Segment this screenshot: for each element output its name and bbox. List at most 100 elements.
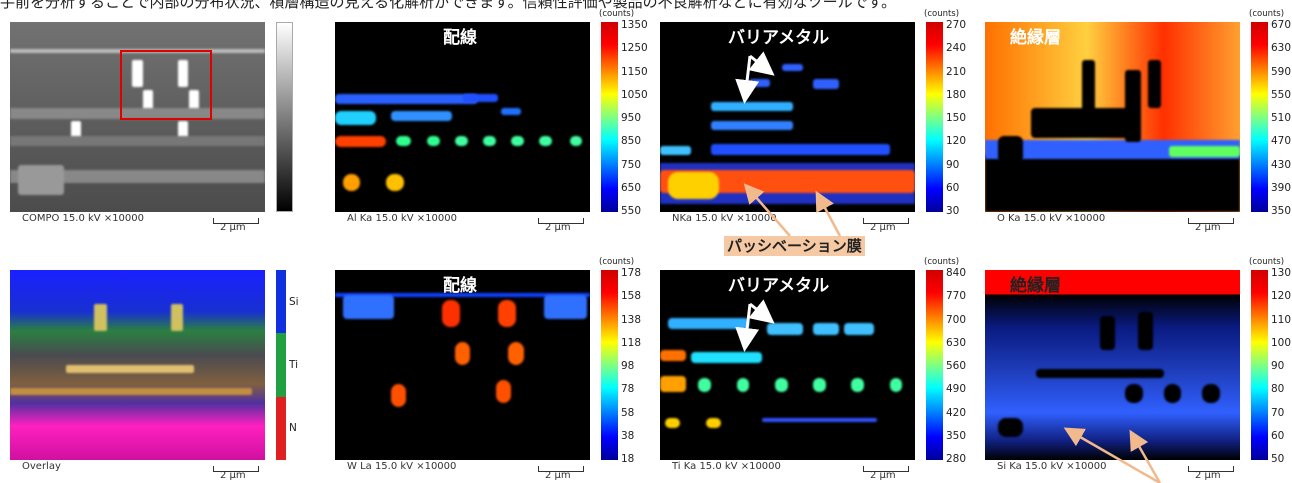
feature	[1138, 312, 1153, 350]
colorbar-tick-label: 750	[621, 159, 641, 171]
colorbar-tick-label: 58	[621, 407, 634, 419]
feature	[386, 174, 404, 191]
colorbar-tick-label: 950	[621, 112, 641, 124]
feature	[998, 136, 1024, 163]
feature	[18, 165, 64, 195]
caption: Overlay	[22, 461, 61, 472]
feature	[660, 376, 686, 391]
colorbar-tick-label: 178	[621, 267, 641, 279]
colorbar-tick-label: 180	[946, 89, 966, 101]
scale-bar-label: 2 µm	[1195, 222, 1221, 233]
micrograph	[335, 270, 590, 460]
feature	[335, 136, 386, 147]
colorbar-tick-label: 100	[1271, 337, 1291, 349]
feature	[511, 136, 524, 146]
feature	[501, 108, 521, 116]
feature	[762, 418, 877, 422]
feature	[1082, 60, 1095, 117]
panel-label: バリアメタル	[728, 271, 829, 296]
scale-bar-label: 2 µm	[870, 470, 896, 481]
caption: COMPO 15.0 kV ×10000	[22, 213, 144, 224]
feature	[427, 136, 440, 146]
feature	[851, 378, 864, 391]
feature	[698, 378, 711, 391]
panel-label: 絶縁層	[1010, 271, 1061, 296]
colorbar	[601, 270, 618, 460]
colorbar-tick-label: 470	[1271, 135, 1291, 147]
colorbar-unit: (counts)	[924, 9, 959, 19]
colorbar-tick-label: 60	[1271, 430, 1284, 442]
colorbar-tick-label: 700	[946, 314, 966, 326]
colorbar-unit: (counts)	[599, 9, 634, 19]
colorbar-tick-label: 670	[1271, 19, 1291, 31]
colorbar-tick-label: 18	[621, 453, 634, 465]
scale-bar-label: 2 µm	[870, 222, 896, 233]
feature	[455, 136, 468, 146]
colorbar	[926, 22, 943, 212]
feature	[749, 79, 769, 87]
colorbar	[601, 22, 618, 212]
feature	[544, 295, 587, 320]
feature	[66, 365, 194, 373]
colorbar-unit: (counts)	[1249, 9, 1284, 19]
feature	[1169, 146, 1240, 157]
colorbar-tick-label: 430	[1271, 159, 1291, 171]
feature	[496, 380, 511, 403]
feature	[10, 388, 252, 396]
page: {"header":{"text":"手前を分析することで内部の分布状況、積層構…	[0, 0, 1292, 483]
colorbar-tick-label: 510	[1271, 112, 1291, 124]
colorbar-tick-label: 770	[946, 290, 966, 302]
feature	[1164, 384, 1182, 403]
legend-label: Ti	[289, 359, 298, 371]
feature	[711, 144, 890, 155]
feature	[498, 300, 516, 327]
colorbar-tick-label: 120	[946, 135, 966, 147]
feature	[335, 94, 478, 104]
scale-bar-label: 2 µm	[220, 222, 246, 233]
colorbar-tick-label: 1050	[621, 89, 648, 101]
colorbar-tick-label: 1250	[621, 42, 648, 54]
caption: Ti Ka 15.0 kV ×10000	[672, 461, 781, 472]
micrograph	[10, 270, 265, 460]
legend-swatch	[276, 270, 286, 333]
colorbar-tick-label: 350	[946, 430, 966, 442]
micrograph	[985, 270, 1240, 460]
colorbar	[926, 270, 943, 460]
colorbar-tick-label: 490	[946, 383, 966, 395]
colorbar	[1251, 22, 1268, 212]
colorbar-tick-label: 840	[946, 267, 966, 279]
colorbar-tick-label: 270	[946, 19, 966, 31]
colorbar-tick-label: 130	[1271, 267, 1291, 279]
feature	[660, 146, 691, 156]
colorbar-tick-label: 1350	[621, 19, 648, 31]
feature	[706, 418, 721, 428]
feature	[737, 378, 750, 391]
colorbar-tick-label: 630	[1271, 42, 1291, 54]
legend-label: Si	[289, 296, 299, 308]
colorbar-tick-label: 280	[946, 453, 966, 465]
caption: Si Ka 15.0 kV ×10000	[997, 461, 1106, 472]
panel-label: 配線	[443, 271, 477, 296]
feature	[1202, 384, 1220, 403]
legend-label: N	[289, 422, 297, 434]
colorbar-tick-label: 390	[1271, 182, 1291, 194]
feature	[396, 136, 411, 146]
feature	[890, 378, 903, 391]
legend-swatch	[276, 397, 286, 460]
colorbar-tick-label: 1150	[621, 66, 648, 78]
colorbar-tick-label: 60	[946, 182, 959, 194]
colorbar-tick-label: 80	[1271, 383, 1284, 395]
micrograph	[660, 22, 915, 212]
scale-bar-label: 2 µm	[545, 222, 571, 233]
feature	[335, 111, 376, 124]
feature	[570, 136, 583, 146]
feature	[455, 342, 470, 365]
feature	[813, 323, 839, 334]
colorbar-tick-label: 110	[1271, 314, 1291, 326]
panel-label: バリアメタル	[728, 23, 829, 48]
caption: NKa 15.0 kV ×10000	[672, 213, 777, 224]
feature	[711, 121, 793, 131]
colorbar-unit: (counts)	[1249, 257, 1284, 267]
grayscale-bar	[276, 22, 293, 212]
feature	[1125, 70, 1140, 142]
